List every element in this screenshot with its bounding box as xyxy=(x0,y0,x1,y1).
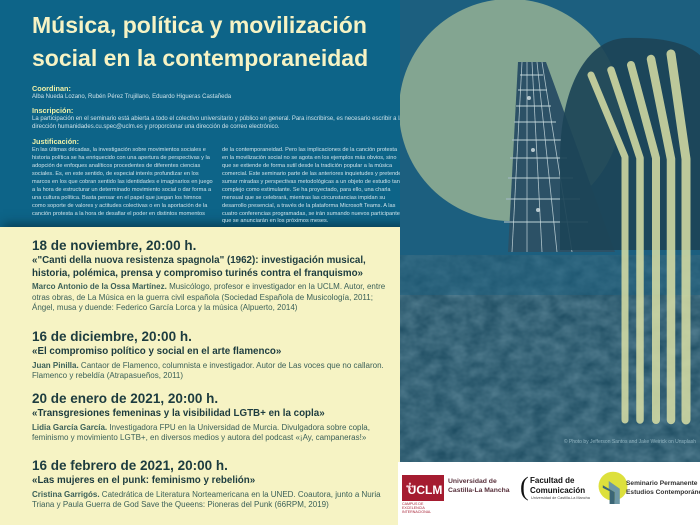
svg-text:✣: ✣ xyxy=(406,482,414,493)
